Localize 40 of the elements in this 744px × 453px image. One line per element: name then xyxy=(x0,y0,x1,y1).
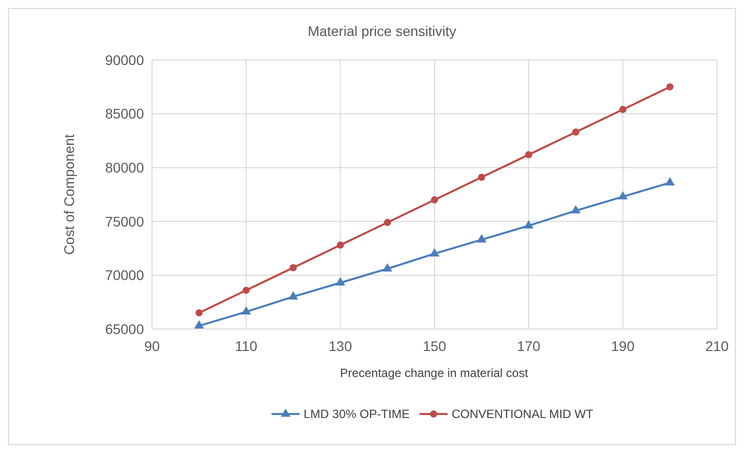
point xyxy=(242,286,250,294)
x-tick-label: 150 xyxy=(422,338,446,354)
point xyxy=(572,128,580,136)
point xyxy=(384,218,391,226)
point xyxy=(336,277,346,286)
point xyxy=(241,306,251,315)
y-tick-label: 80000 xyxy=(105,160,144,176)
y-tick-label: 90000 xyxy=(105,52,144,68)
point xyxy=(524,220,534,228)
point xyxy=(194,320,204,329)
point xyxy=(525,151,532,158)
y-tick-label: 70000 xyxy=(105,267,144,284)
point xyxy=(570,205,581,214)
point xyxy=(665,177,675,186)
point xyxy=(619,106,626,114)
x-tick-label: 130 xyxy=(328,338,352,354)
x-axis-title: Precentage change in material cost xyxy=(340,366,529,380)
x-tick-label: 190 xyxy=(611,338,635,354)
point xyxy=(430,248,440,256)
x-tick-label: 210 xyxy=(705,338,729,354)
y-tick-label: 75000 xyxy=(105,213,144,230)
point xyxy=(618,191,628,200)
y-tick-label: 65000 xyxy=(105,320,144,337)
legend-label: LMD 30% OP-TIME xyxy=(304,407,410,422)
point xyxy=(478,174,486,181)
x-tick-label: 90 xyxy=(144,338,160,354)
legend-label: CONVENTIONAL MID WT xyxy=(452,407,594,422)
chart-title: Material price sensitivity xyxy=(308,23,456,39)
point xyxy=(382,263,392,272)
point xyxy=(288,291,298,300)
y-axis-title: Cost of Component xyxy=(61,134,77,255)
point xyxy=(476,234,486,242)
point xyxy=(196,309,203,316)
point xyxy=(290,264,297,272)
point xyxy=(430,196,438,204)
point xyxy=(666,83,674,90)
x-tick-label: 110 xyxy=(235,338,258,354)
x-tick-label: 170 xyxy=(516,338,541,354)
y-tick-label: 85000 xyxy=(105,106,144,122)
point xyxy=(336,242,344,249)
